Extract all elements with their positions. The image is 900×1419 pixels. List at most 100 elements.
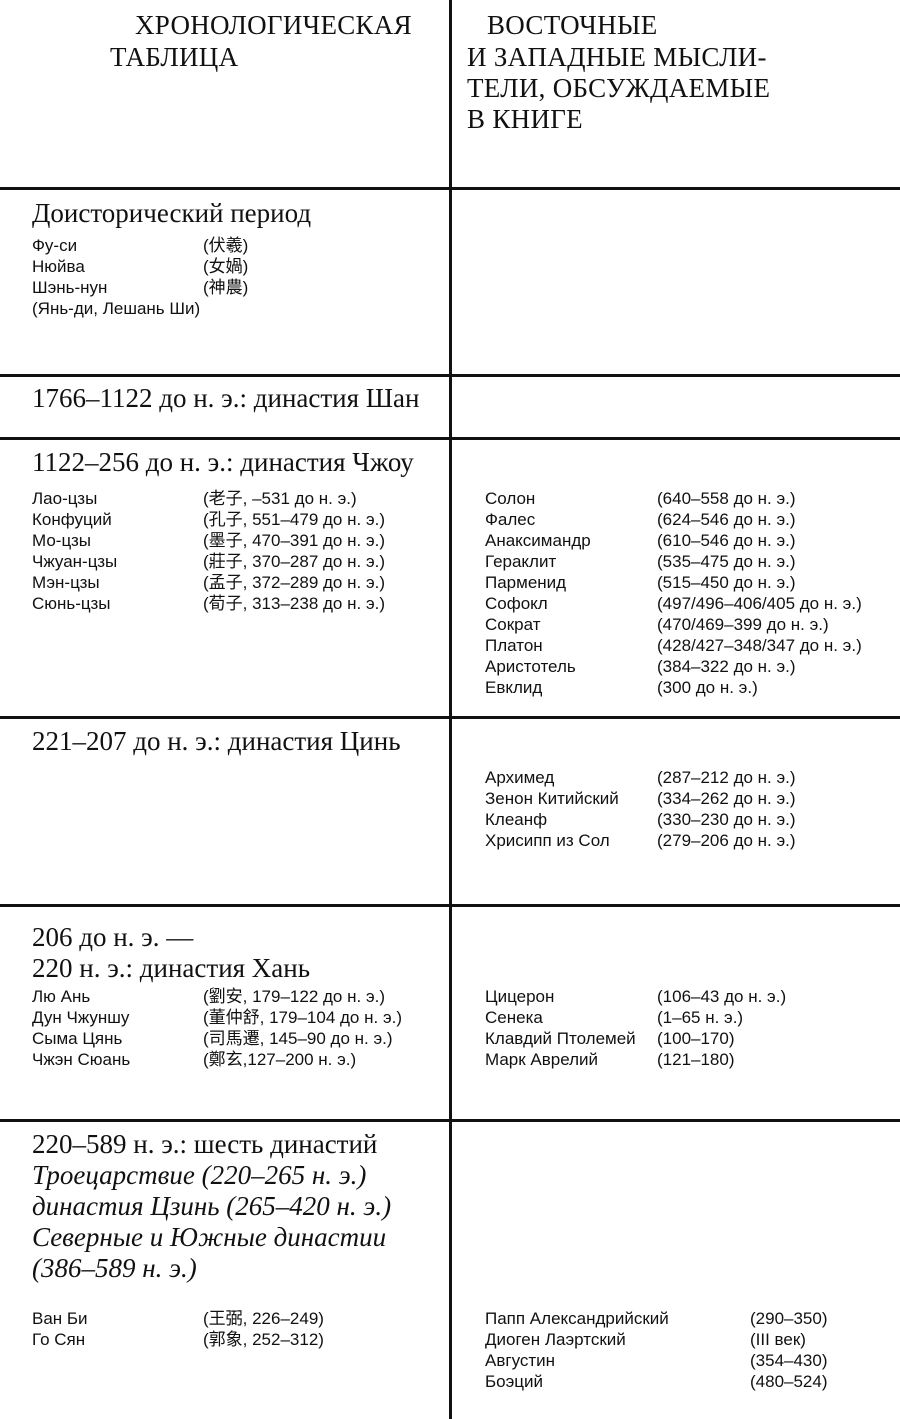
row-divider bbox=[0, 187, 900, 190]
thinker-name: Архимед bbox=[485, 768, 555, 787]
section-title: 206 до н. э. — bbox=[32, 922, 194, 952]
thinker-name: Зенон Китийский bbox=[485, 789, 619, 808]
thinker-name: Марк Аврелий bbox=[485, 1050, 599, 1069]
section-title: 220–589 н. э.: шесть династий bbox=[32, 1129, 378, 1159]
right-entry: Софокл (497/496–406/405 до н. э.) bbox=[0, 593, 900, 614]
thinker-name: Сюнь-цзы bbox=[32, 594, 111, 613]
right-entry: Хрисипп из Сол (279–206 до н. э.) bbox=[0, 830, 900, 851]
thinker-name: Софокл bbox=[485, 594, 548, 613]
section-subtitle: (386–589 н. э.) bbox=[32, 1253, 197, 1283]
thinker-name: Клеанф bbox=[485, 810, 548, 829]
thinker-info: (墨子, 470–391 до н. э.) bbox=[203, 531, 386, 550]
thinker-info: (荀子, 313–238 до н. э.) bbox=[203, 594, 386, 613]
thinker-info: (287–212 до н. э.) bbox=[657, 768, 796, 787]
thinker-info: (莊子, 370–287 до н. э.) bbox=[203, 552, 386, 571]
thinker-info: (106–43 до н. э.) bbox=[657, 987, 787, 1006]
thinker-info: (100–170) bbox=[657, 1029, 735, 1048]
row-divider bbox=[0, 374, 900, 377]
right-entry: Клавдий Птолемей (100–170) bbox=[0, 1028, 900, 1049]
thinker-info: (624–546 до н. э.) bbox=[657, 510, 796, 529]
thinker-name: Папп Александрийский bbox=[485, 1309, 669, 1328]
header-right-line: И ЗАПАДНЫЕ МЫСЛИ- bbox=[467, 42, 767, 72]
thinker-info: (孟子, 372–289 до н. э.) bbox=[203, 573, 386, 592]
right-entry: Клеанф (330–230 до н. э.) bbox=[0, 809, 900, 830]
left-entry: Чжэн Сюань (鄭玄,127–200 н. э.) bbox=[0, 1049, 449, 1070]
section-subtitle: династия Цзинь (265–420 н. э.) bbox=[32, 1191, 392, 1221]
thinker-name: Аристотель bbox=[485, 657, 576, 676]
thinker-info: (女媧) bbox=[203, 257, 249, 276]
thinker-name: Хрисипп из Сол bbox=[485, 831, 610, 850]
thinker-info: (470/469–399 до н. э.) bbox=[657, 615, 829, 634]
thinker-info: (神農) bbox=[203, 278, 249, 297]
thinker-info: (640–558 до н. э.) bbox=[657, 489, 796, 508]
thinker-name: Ван Би bbox=[32, 1309, 88, 1328]
thinker-name: (Янь-ди, Лешань Ши) bbox=[32, 299, 201, 318]
thinker-info: (劉安, 179–122 до н. э.) bbox=[203, 987, 386, 1006]
section-title: 220 н. э.: династия Хань bbox=[32, 953, 311, 983]
right-entry: Фалес (624–546 до н. э.) bbox=[0, 509, 900, 530]
section-title: 1122–256 до н. э.: династия Чжоу bbox=[32, 447, 414, 477]
section-title: 1766–1122 до н. э.: династия Шан bbox=[32, 383, 420, 413]
thinker-name: Чжуан-цзы bbox=[32, 552, 118, 571]
thinker-info: (孔子, 551–479 до н. э.) bbox=[203, 510, 386, 529]
right-entry: Гераклит (535–475 до н. э.) bbox=[0, 551, 900, 572]
section-title: Доисторический период bbox=[32, 198, 312, 228]
thinker-info: (515–450 до н. э.) bbox=[657, 573, 796, 592]
thinker-name: Боэций bbox=[485, 1372, 544, 1391]
thinker-name: Мо-цзы bbox=[32, 531, 92, 550]
thinker-info: (300 до н. э.) bbox=[657, 678, 758, 697]
thinker-info: (497/496–406/405 до н. э.) bbox=[657, 594, 862, 613]
column-divider bbox=[449, 0, 452, 1419]
thinker-name: Сократ bbox=[485, 615, 541, 634]
left-entry: Мо-цзы (墨子, 470–391 до н. э.) bbox=[0, 530, 449, 551]
thinker-info: (279–206 до н. э.) bbox=[657, 831, 796, 850]
thinker-name: Лао-цзы bbox=[32, 489, 98, 508]
left-entry: Конфуций (孔子, 551–479 до н. э.) bbox=[0, 509, 449, 530]
thinker-info: (480–524) bbox=[750, 1372, 828, 1391]
right-entry: Сенека (1–65 н. э.) bbox=[0, 1007, 900, 1028]
thinker-name: Шэнь-нун bbox=[32, 278, 108, 297]
right-entry: Аристотель (384–322 до н. э.) bbox=[0, 656, 900, 677]
left-entry: Сюнь-цзы (荀子, 313–238 до н. э.) bbox=[0, 593, 449, 614]
right-entry: Папп Александрийский (290–350) bbox=[0, 1308, 900, 1329]
thinker-name: Августин bbox=[485, 1351, 556, 1370]
thinker-info: (354–430) bbox=[750, 1351, 828, 1370]
row-divider bbox=[0, 716, 900, 719]
right-entry: Боэций (480–524) bbox=[0, 1371, 900, 1392]
thinker-info: (1–65 н. э.) bbox=[657, 1008, 744, 1027]
thinker-info: (610–546 до н. э.) bbox=[657, 531, 796, 550]
section-subtitle: Троецарствие (220–265 н. э.) bbox=[32, 1160, 367, 1190]
thinker-name: Диоген Лаэртский bbox=[485, 1330, 626, 1349]
thinker-name: Сыма Цянь bbox=[32, 1029, 123, 1048]
thinker-info: (董仲舒, 179–104 до н. э.) bbox=[203, 1008, 403, 1027]
thinker-name: Солон bbox=[485, 489, 536, 508]
thinker-name: Гераклит bbox=[485, 552, 557, 571]
row-divider bbox=[0, 437, 900, 440]
left-entry: Шэнь-нун (神農) bbox=[0, 277, 449, 298]
right-entry: Зенон Китийский (334–262 до н. э.) bbox=[0, 788, 900, 809]
thinker-name: Мэн-цзы bbox=[32, 573, 100, 592]
right-entry: Парменид (515–450 до н. э.) bbox=[0, 572, 900, 593]
thinker-info: (535–475 до н. э.) bbox=[657, 552, 796, 571]
right-entry: Солон (640–558 до н. э.) bbox=[0, 488, 900, 509]
thinker-name: Парменид bbox=[485, 573, 567, 592]
left-entry: Фу-си (伏羲) bbox=[0, 235, 449, 256]
right-entry: Цицерон (106–43 до н. э.) bbox=[0, 986, 900, 1007]
thinker-info: (郭象, 252–312) bbox=[203, 1330, 324, 1349]
thinker-name: Конфуций bbox=[32, 510, 112, 529]
right-entry: Сократ (470/469–399 до н. э.) bbox=[0, 614, 900, 635]
left-entry: Лю Ань (劉安, 179–122 до н. э.) bbox=[0, 986, 449, 1007]
thinker-name: Сенека bbox=[485, 1008, 543, 1027]
right-entry: Евклид (300 до н. э.) bbox=[0, 677, 900, 698]
header-right-line: ТЕЛИ, ОБСУЖДАЕМЫЕ bbox=[467, 73, 771, 103]
thinker-name: Нюйва bbox=[32, 257, 85, 276]
left-entry: Нюйва (女媧) bbox=[0, 256, 449, 277]
left-entry: (Янь-ди, Лешань Ши) bbox=[0, 298, 449, 319]
thinker-name: Чжэн Сюань bbox=[32, 1050, 131, 1069]
thinker-info: (384–322 до н. э.) bbox=[657, 657, 796, 676]
thinker-info: (III век) bbox=[750, 1330, 806, 1349]
section-subtitle: Северные и Южные династии bbox=[32, 1222, 387, 1252]
right-entry: Августин (354–430) bbox=[0, 1350, 900, 1371]
thinker-name: Платон bbox=[485, 636, 543, 655]
